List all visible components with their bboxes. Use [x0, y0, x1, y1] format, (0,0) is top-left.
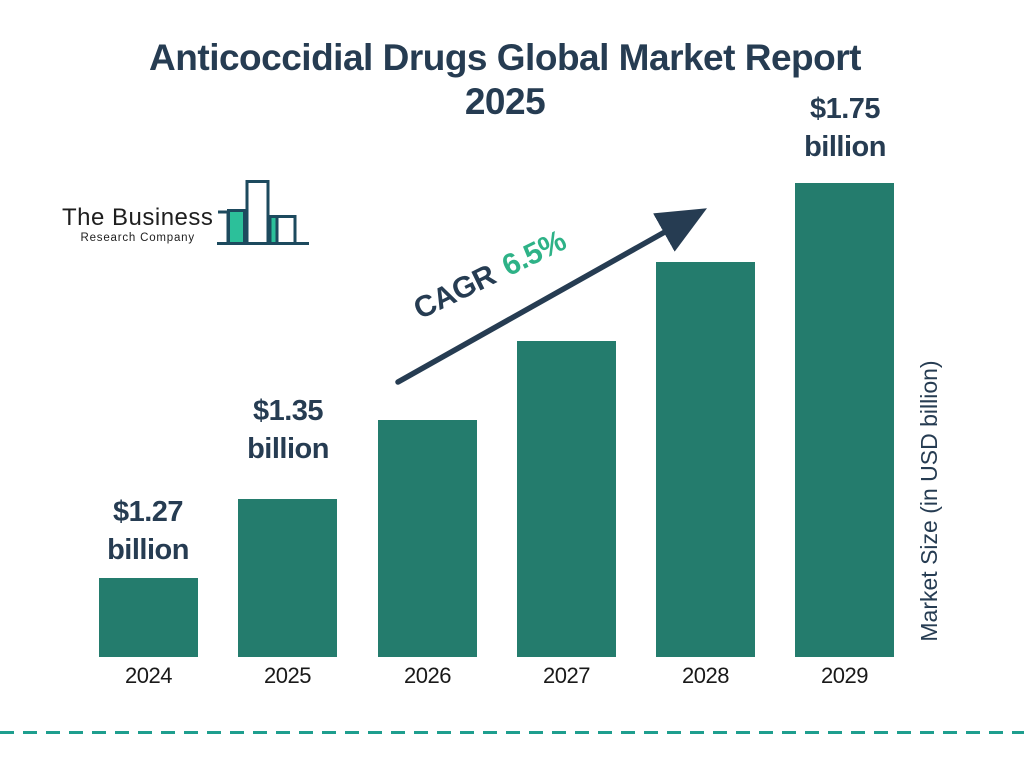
- title-line-2: 2025: [464, 80, 546, 122]
- logo-name: The Business: [62, 204, 214, 231]
- bar-2026: [378, 420, 477, 657]
- bar-2029: [795, 183, 894, 657]
- bar-2025: [238, 499, 337, 657]
- page-title: Anticoccidial Drugs Global Market Report…: [60, 36, 950, 123]
- value-label-2024-amount: $1.27: [112, 496, 184, 528]
- company-logo: The Business Research Company: [62, 178, 311, 246]
- x-tick-2024: 2024: [125, 663, 172, 688]
- value-label-2029-amount: $1.75: [809, 93, 881, 125]
- x-tick-2027: 2027: [543, 663, 590, 688]
- y-axis-label: Market Size (in USD billion): [916, 360, 942, 642]
- logo-text: The Business Research Company: [62, 206, 213, 246]
- x-tick-2028: 2028: [682, 663, 729, 688]
- value-label-2024-unit: billion: [107, 534, 189, 566]
- bar-2028: [656, 262, 755, 657]
- x-tick-2025: 2025: [264, 663, 311, 688]
- title-line-1: Anticoccidial Drugs Global Market Report: [149, 37, 861, 78]
- value-label-2029-unit: billion: [804, 131, 886, 163]
- bottom-divider: [0, 731, 1024, 734]
- bar-2027: [517, 341, 616, 657]
- bar-2024: [99, 578, 198, 657]
- value-label-2025-amount: $1.35: [252, 395, 324, 427]
- value-label-2024: $1.27 billion: [78, 493, 218, 569]
- bar-chart-logo-icon: [217, 180, 310, 245]
- value-label-2029: $1.75 billion: [775, 90, 915, 166]
- value-label-2025: $1.35 billion: [218, 392, 358, 468]
- trend-arrow-icon: [395, 208, 707, 385]
- x-tick-2026: 2026: [404, 663, 451, 688]
- value-label-2025-unit: billion: [247, 433, 329, 465]
- x-tick-2029: 2029: [821, 663, 868, 688]
- logo-subtitle: Research Company: [80, 232, 195, 244]
